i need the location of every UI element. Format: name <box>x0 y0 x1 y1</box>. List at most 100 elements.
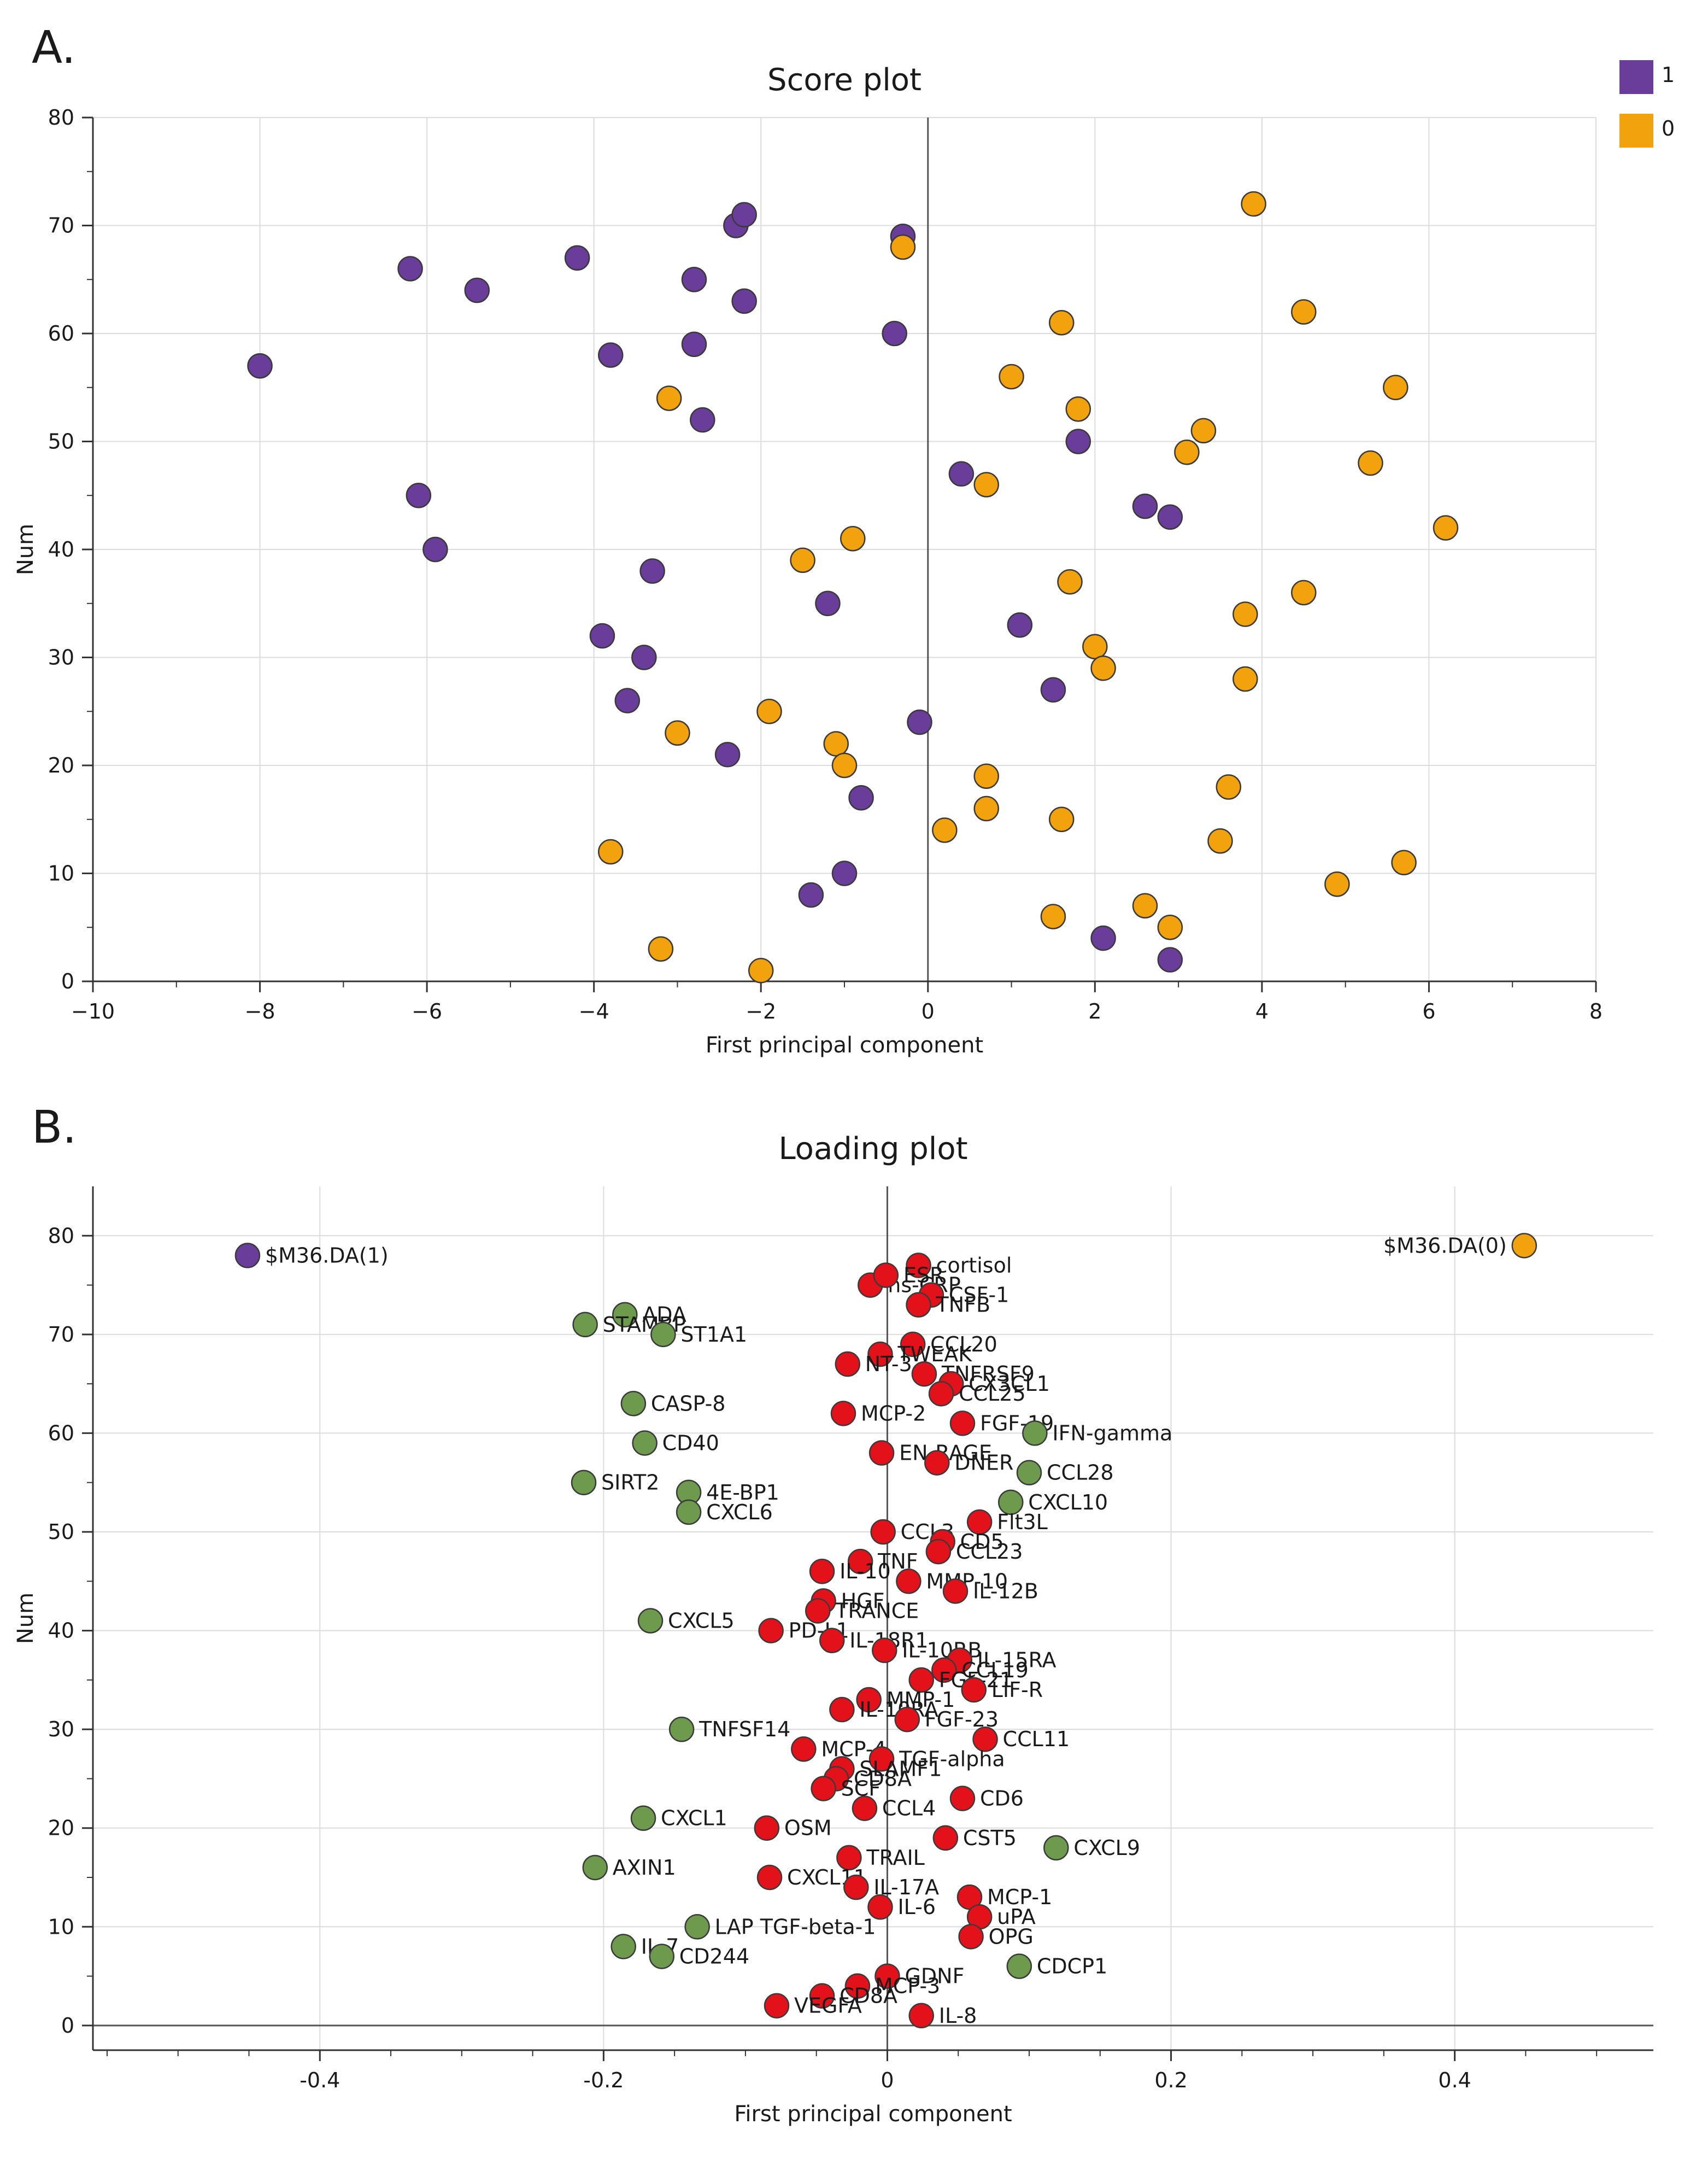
loading-point <box>949 1786 976 1811</box>
x-tick-label: −4 <box>579 999 609 1023</box>
loading-point <box>1022 1420 1048 1446</box>
y-tick-label: 20 <box>48 753 74 777</box>
loading-point <box>896 1569 922 1594</box>
loading-point-label: SLAMF1 <box>859 1757 942 1781</box>
loading-point-label: CD8A <box>854 1766 912 1790</box>
loading-point-label: CD8A <box>840 1984 897 2008</box>
loading-point <box>961 1677 987 1703</box>
loading-point-label: CX3CL1 <box>969 1372 1050 1396</box>
loading-point <box>872 1637 897 1663</box>
data-point-group-1 <box>731 288 757 314</box>
loading-point <box>836 1845 862 1871</box>
loading-point <box>819 1628 845 1653</box>
data-point-group-1 <box>464 277 490 303</box>
loading-point-label: LIF-R <box>991 1678 1043 1702</box>
loading-point-label: LAP TGF-beta-1 <box>715 1915 876 1939</box>
loading-point <box>868 1440 895 1466</box>
y-tick-label: 10 <box>48 1915 74 1939</box>
data-point-group-0 <box>1082 634 1108 659</box>
loading-point <box>852 1795 878 1821</box>
loading-point <box>676 1499 702 1525</box>
loading-point-label: ESR <box>903 1263 944 1288</box>
loading-point-label: CCL11 <box>1003 1727 1070 1751</box>
x-tick-label: 8 <box>1589 999 1603 1023</box>
data-point-group-1 <box>589 623 615 649</box>
y-tick-label: 30 <box>48 1717 74 1741</box>
data-point-group-1 <box>690 407 715 433</box>
y-tick-label: 60 <box>48 321 74 346</box>
loading-point-label: CXCL6 <box>706 1500 773 1524</box>
loading-point <box>582 1854 608 1881</box>
y-tick-label: 60 <box>48 1421 74 1445</box>
loading-point-label: SIRT2 <box>601 1471 659 1495</box>
data-point-group-0 <box>973 763 999 789</box>
loading-point-label: TWEAK <box>897 1342 972 1366</box>
loading-point <box>847 1548 873 1575</box>
loading-point <box>911 1361 937 1387</box>
data-point-group-0 <box>756 699 782 724</box>
loading-point-label: CSF-1 <box>949 1283 1009 1307</box>
y-axis-label: Num <box>13 1593 38 1644</box>
loading-point-label: CCL4 <box>882 1797 936 1821</box>
data-point-group-0 <box>831 752 858 779</box>
y-tick-label: 80 <box>48 1224 74 1248</box>
data-point-group-0 <box>597 839 624 865</box>
loading-point-label: CXCL10 <box>1028 1490 1108 1514</box>
loading-point-label: Flt3L <box>997 1510 1048 1534</box>
loading-point <box>1016 1460 1042 1485</box>
loading-point-label: CCL28 <box>1047 1461 1114 1485</box>
loading-point <box>843 1874 869 1900</box>
y-tick-label: 40 <box>48 1619 74 1643</box>
x-tick-label: −10 <box>71 999 115 1023</box>
loading-point <box>572 1312 598 1338</box>
loading-point <box>791 1736 817 1762</box>
x-tick-label: −2 <box>746 999 776 1023</box>
data-point-group-0 <box>999 364 1024 390</box>
data-point-group-1 <box>1132 493 1158 519</box>
loading-point-label: uPA <box>997 1905 1036 1929</box>
data-point-group-0 <box>1358 450 1383 476</box>
loading-point-label: GDNF <box>905 1964 964 1988</box>
loading-point <box>925 1538 952 1565</box>
data-point-group-1 <box>639 558 665 584</box>
data-point-group-1 <box>948 461 975 487</box>
x-axis-label: First principal component <box>706 1033 983 1058</box>
y-tick-label: 0 <box>61 969 74 993</box>
loading-point-label: IFN-gamma <box>1052 1421 1172 1445</box>
loading-point-label: DNER <box>954 1451 1013 1475</box>
data-point-group-0 <box>648 936 674 962</box>
y-axis-label: Num <box>13 524 38 575</box>
data-point-group-0 <box>932 817 958 843</box>
loading-point <box>1006 1953 1032 1979</box>
y-tick-label: 30 <box>48 646 74 670</box>
loading-point-label: IL-12B <box>973 1579 1038 1603</box>
data-point-group-0 <box>1065 396 1091 422</box>
loading-point <box>764 1993 790 2018</box>
data-point-group-1 <box>848 785 874 811</box>
loading-point-label: CCL23 <box>956 1540 1023 1564</box>
x-tick-label: 4 <box>1255 999 1269 1023</box>
loading-point <box>612 1302 638 1327</box>
data-point-group-0 <box>973 472 999 498</box>
data-point-group-0 <box>823 731 849 757</box>
loading-point <box>611 1934 636 1959</box>
loading-point-label: CXCL1 <box>661 1806 727 1830</box>
loading-point-label: CXCL9 <box>1073 1836 1140 1860</box>
loading-point <box>931 1657 957 1683</box>
score-plot: Score plot−10 −8 −6 −4 −2 0 2 4 6 801020304050607… <box>13 60 1675 1058</box>
data-point-group-1 <box>1040 677 1066 703</box>
loading-point-label: cortisol <box>936 1253 1012 1277</box>
y-tick-label: 40 <box>48 537 74 561</box>
loading-point <box>942 1578 969 1604</box>
loading-point <box>932 1825 959 1851</box>
loading-point <box>632 1430 658 1456</box>
loading-point <box>805 1598 831 1624</box>
loading-point-label: CDCP1 <box>1037 1955 1107 1979</box>
data-point-group-0 <box>1232 601 1258 627</box>
data-point-group-1 <box>681 331 707 357</box>
loading-point <box>649 1944 675 1969</box>
legend-label-0: 0 <box>1662 116 1675 141</box>
data-point-group-1 <box>1090 925 1116 951</box>
loading-point-label: AXIN1 <box>613 1856 676 1880</box>
